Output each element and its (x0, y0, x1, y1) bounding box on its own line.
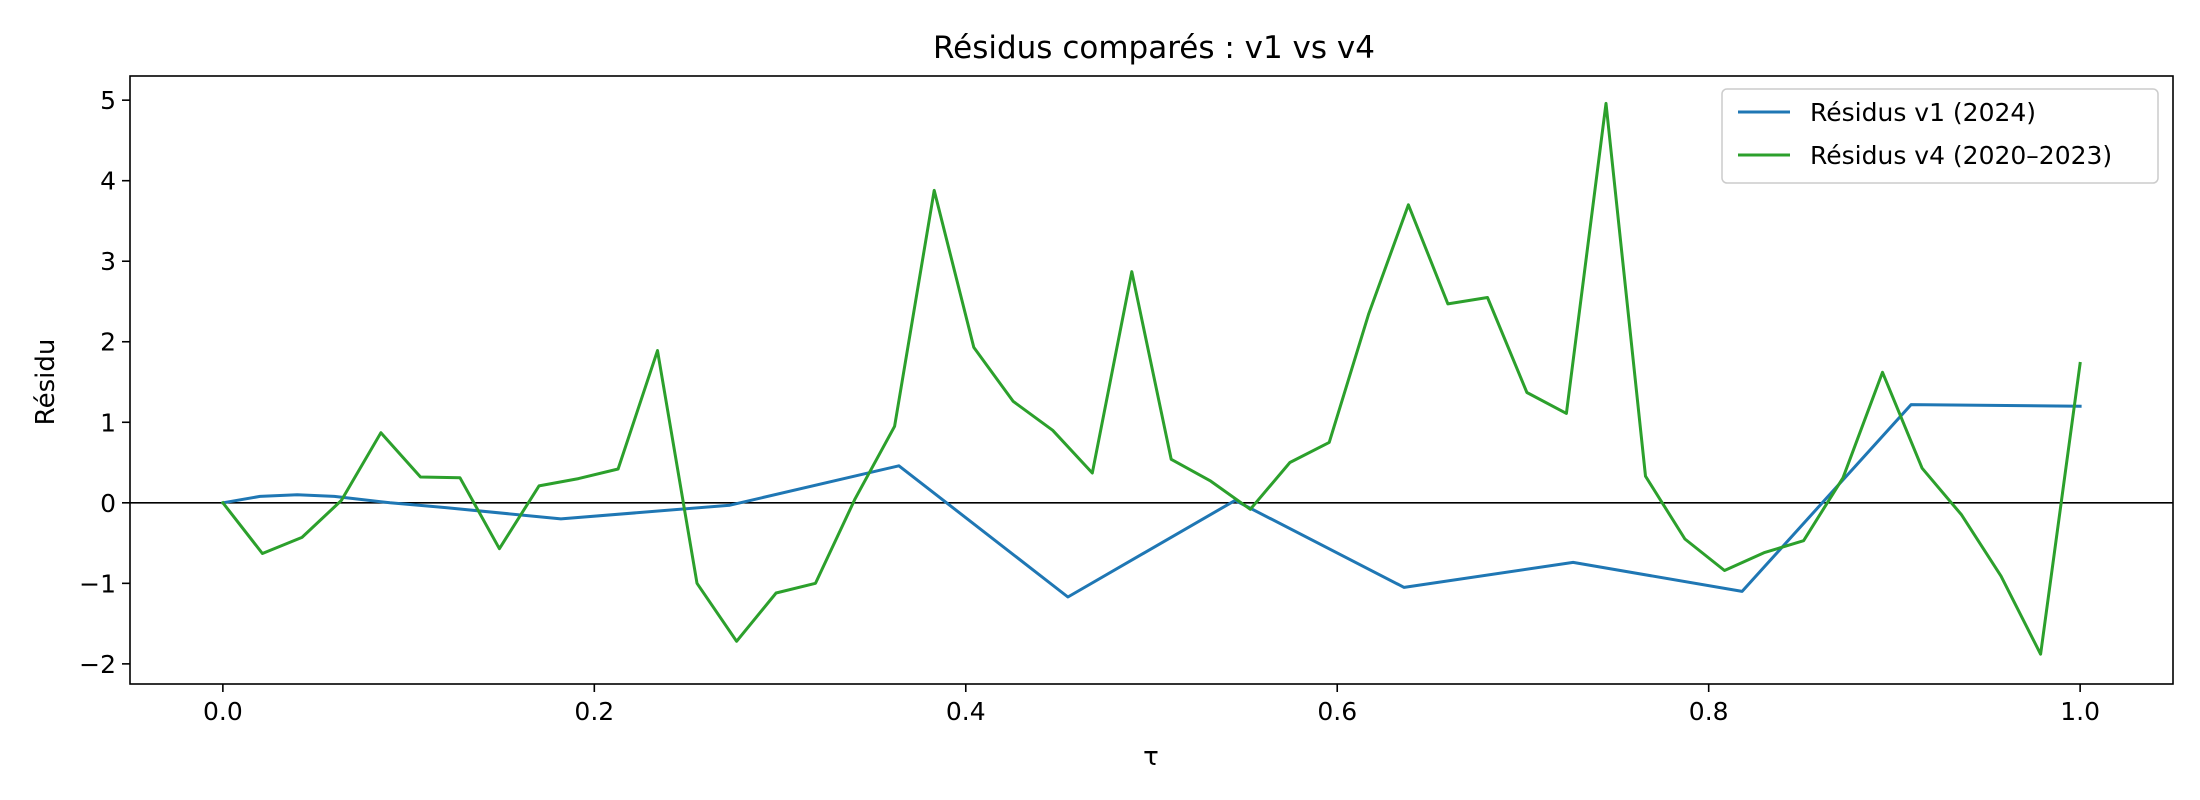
y-axis-label: Résidu (31, 339, 61, 426)
x-axis-ticks: 0.0 0.2 0.4 0.6 0.8 1.0 (203, 684, 2100, 726)
y-tick-label: 4 (100, 167, 116, 196)
x-tick-label: 0.6 (1317, 697, 1357, 726)
legend-label-v4: Résidus v4 (2020–2023) (1810, 141, 2112, 170)
legend-label-v1: Résidus v1 (2024) (1810, 98, 2036, 127)
x-axis-label: τ (1143, 742, 1159, 772)
y-tick-label: 5 (100, 86, 116, 115)
y-tick-label: 3 (100, 247, 116, 276)
x-tick-label: 0.4 (946, 697, 986, 726)
y-tick-label: 1 (100, 408, 116, 437)
x-tick-label: 0.0 (203, 697, 243, 726)
y-tick-label: 2 (100, 328, 116, 357)
x-tick-label: 1.0 (2060, 697, 2100, 726)
y-tick-label: 0 (100, 489, 116, 518)
y-axis-ticks: −2 −1 0 1 2 3 4 5 (79, 86, 130, 679)
x-tick-label: 0.2 (574, 697, 614, 726)
y-tick-label: −1 (79, 569, 116, 598)
y-tick-label: −2 (79, 650, 116, 679)
chart-title: Résidus comparés : v1 vs v4 (933, 30, 1375, 66)
x-tick-label: 0.8 (1689, 697, 1729, 726)
legend: Résidus v1 (2024) Résidus v4 (2020–2023) (1722, 89, 2158, 183)
